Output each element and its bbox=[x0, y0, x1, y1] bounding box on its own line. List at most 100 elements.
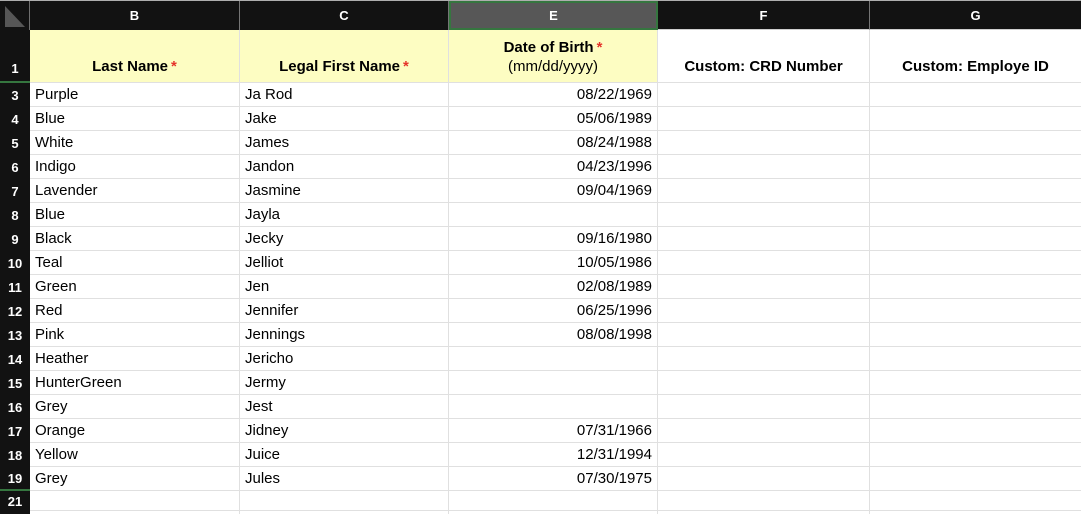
header-cell-crd-number[interactable]: Custom: CRD Number bbox=[658, 30, 870, 83]
cell-dob[interactable] bbox=[449, 203, 658, 227]
cell-employe-id[interactable] bbox=[870, 131, 1081, 155]
row-number-6[interactable]: 6 bbox=[0, 155, 30, 179]
column-header-C[interactable]: C bbox=[240, 1, 449, 30]
cell-dob[interactable]: 09/16/1980 bbox=[449, 227, 658, 251]
header-cell-first-name[interactable]: Legal First Name * bbox=[240, 30, 449, 83]
cell-last-name[interactable]: Indigo bbox=[30, 155, 240, 179]
cell-last-name[interactable]: Blue bbox=[30, 107, 240, 131]
cell-crd-number[interactable] bbox=[658, 227, 870, 251]
cell-crd-number[interactable] bbox=[658, 443, 870, 467]
cell-employe-id[interactable] bbox=[870, 83, 1081, 107]
cell-employe-id[interactable] bbox=[870, 347, 1081, 371]
select-all-corner[interactable] bbox=[0, 1, 30, 30]
cell-employe-id[interactable] bbox=[870, 395, 1081, 419]
cell-crd-number[interactable] bbox=[658, 395, 870, 419]
cell-crd-number[interactable] bbox=[658, 491, 870, 511]
cell-last-name[interactable]: Grey bbox=[30, 467, 240, 491]
cell-first-name[interactable]: Jennings bbox=[240, 323, 449, 347]
row-number-7[interactable]: 7 bbox=[0, 179, 30, 203]
row-number-13[interactable]: 13 bbox=[0, 323, 30, 347]
cell-crd-number[interactable] bbox=[658, 419, 870, 443]
row-number-1[interactable]: 1 bbox=[0, 30, 30, 83]
cell-crd-number[interactable] bbox=[658, 323, 870, 347]
cell-last-name[interactable]: Heather bbox=[30, 347, 240, 371]
cell-first-name[interactable]: Jake bbox=[240, 107, 449, 131]
cell-first-name[interactable] bbox=[240, 491, 449, 511]
cell-dob[interactable]: 06/25/1996 bbox=[449, 299, 658, 323]
cell-first-name[interactable]: Jayla bbox=[240, 203, 449, 227]
cell-employe-id[interactable] bbox=[870, 299, 1081, 323]
row-number-5[interactable]: 5 bbox=[0, 131, 30, 155]
cell-dob[interactable] bbox=[449, 395, 658, 419]
cell-dob[interactable]: 02/08/1989 bbox=[449, 275, 658, 299]
cell-crd-number[interactable] bbox=[658, 299, 870, 323]
cell-first-name[interactable]: Ja Rod bbox=[240, 83, 449, 107]
cell-first-name[interactable]: Jericho bbox=[240, 347, 449, 371]
column-header-G[interactable]: G bbox=[870, 1, 1081, 30]
row-number-17[interactable]: 17 bbox=[0, 419, 30, 443]
cell-dob[interactable]: 09/04/1969 bbox=[449, 179, 658, 203]
header-cell-last-name[interactable]: Last Name * bbox=[30, 30, 240, 83]
cell-last-name[interactable]: Lavender bbox=[30, 179, 240, 203]
cell-dob[interactable]: 08/24/1988 bbox=[449, 131, 658, 155]
cell-crd-number[interactable] bbox=[658, 275, 870, 299]
cell-dob[interactable]: 05/06/1989 bbox=[449, 107, 658, 131]
cell-last-name[interactable]: Green bbox=[30, 275, 240, 299]
cell-employe-id[interactable] bbox=[870, 467, 1081, 491]
cell-last-name[interactable]: Pink bbox=[30, 323, 240, 347]
cell-last-name[interactable]: Teal bbox=[30, 251, 240, 275]
cell-dob[interactable]: 08/22/1969 bbox=[449, 83, 658, 107]
cell-crd-number[interactable] bbox=[658, 371, 870, 395]
cell-last-name[interactable]: Yellow bbox=[30, 443, 240, 467]
cell-last-name[interactable]: Red bbox=[30, 299, 240, 323]
cell-employe-id[interactable] bbox=[870, 155, 1081, 179]
cell-last-name[interactable]: Black bbox=[30, 227, 240, 251]
cell-employe-id[interactable] bbox=[870, 179, 1081, 203]
cell-dob[interactable] bbox=[449, 347, 658, 371]
cell-dob[interactable]: 07/30/1975 bbox=[449, 467, 658, 491]
row-number-19[interactable]: 19 bbox=[0, 467, 30, 491]
cell-dob[interactable] bbox=[449, 371, 658, 395]
cell-first-name[interactable]: Jidney bbox=[240, 419, 449, 443]
cell-crd-number[interactable] bbox=[658, 251, 870, 275]
row-number-12[interactable]: 12 bbox=[0, 299, 30, 323]
cell-employe-id[interactable] bbox=[870, 419, 1081, 443]
cell-first-name[interactable]: Jen bbox=[240, 275, 449, 299]
cell-employe-id[interactable] bbox=[870, 491, 1081, 511]
cell-dob[interactable]: 12/31/1994 bbox=[449, 443, 658, 467]
cell-dob[interactable]: 07/31/1966 bbox=[449, 419, 658, 443]
column-header-B[interactable]: B bbox=[30, 1, 240, 30]
cell-last-name[interactable]: Blue bbox=[30, 203, 240, 227]
cell-employe-id[interactable] bbox=[870, 371, 1081, 395]
row-number-18[interactable]: 18 bbox=[0, 443, 30, 467]
cell-crd-number[interactable] bbox=[658, 203, 870, 227]
row-number-3[interactable]: 3 bbox=[0, 83, 30, 107]
cell-employe-id[interactable] bbox=[870, 323, 1081, 347]
cell-last-name[interactable]: Orange bbox=[30, 419, 240, 443]
cell-crd-number[interactable] bbox=[658, 467, 870, 491]
cell-employe-id[interactable] bbox=[870, 227, 1081, 251]
row-number-10[interactable]: 10 bbox=[0, 251, 30, 275]
column-header-F[interactable]: F bbox=[658, 1, 870, 30]
cell-first-name[interactable]: Jelliot bbox=[240, 251, 449, 275]
cell-first-name[interactable]: Juice bbox=[240, 443, 449, 467]
cell-crd-number[interactable] bbox=[658, 107, 870, 131]
cell-last-name[interactable]: HunterGreen bbox=[30, 371, 240, 395]
cell-employe-id[interactable] bbox=[870, 251, 1081, 275]
cell-dob[interactable]: 10/05/1986 bbox=[449, 251, 658, 275]
cell-dob[interactable] bbox=[449, 491, 658, 511]
header-cell-employe-id[interactable]: Custom: Employe ID bbox=[870, 30, 1081, 83]
cell-crd-number[interactable] bbox=[658, 155, 870, 179]
cell-crd-number[interactable] bbox=[658, 83, 870, 107]
cell-last-name[interactable] bbox=[30, 491, 240, 511]
row-number-9[interactable]: 9 bbox=[0, 227, 30, 251]
row-number-16[interactable]: 16 bbox=[0, 395, 30, 419]
cell-first-name[interactable]: Jasmine bbox=[240, 179, 449, 203]
cell-crd-number[interactable] bbox=[658, 347, 870, 371]
cell-first-name[interactable]: Jermy bbox=[240, 371, 449, 395]
cell-last-name[interactable]: White bbox=[30, 131, 240, 155]
column-header-E[interactable]: E bbox=[449, 1, 658, 30]
cell-first-name[interactable]: Jest bbox=[240, 395, 449, 419]
cell-first-name[interactable]: Jecky bbox=[240, 227, 449, 251]
cell-crd-number[interactable] bbox=[658, 131, 870, 155]
